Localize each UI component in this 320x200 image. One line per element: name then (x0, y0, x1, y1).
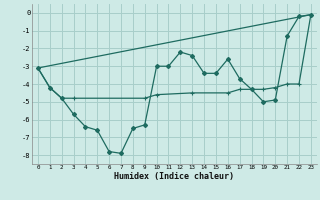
X-axis label: Humidex (Indice chaleur): Humidex (Indice chaleur) (115, 172, 234, 181)
